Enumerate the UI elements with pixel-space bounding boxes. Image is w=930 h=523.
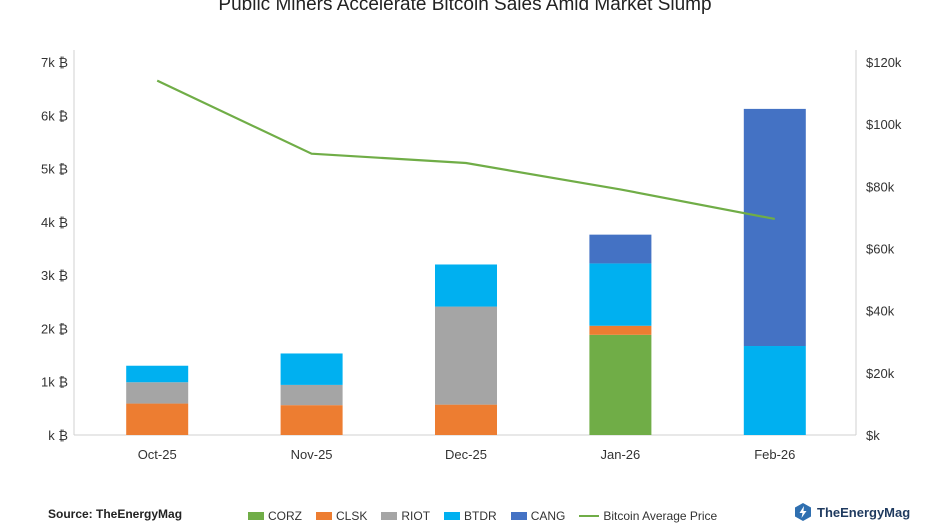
bar-btdr [126, 365, 189, 383]
bar-btdr [589, 263, 652, 326]
x-tick-label: Jan-26 [601, 447, 641, 462]
left-tick-label: k ₿ [48, 428, 68, 443]
legend-item-corz: CORZ [248, 509, 302, 523]
legend-label: BTDR [464, 509, 497, 523]
legend-swatch [444, 512, 461, 520]
x-tick-label: Dec-25 [445, 447, 487, 462]
chart-title: Public Miners Accelerate Bitcoin Sales A… [218, 0, 712, 15]
legend: CORZ CLSK RIOT BTDR CANG Bitcoin Average Pric… [248, 509, 731, 523]
right-tick-label: $80k [866, 179, 895, 194]
legend-swatch [316, 512, 332, 520]
bar-clsk [280, 405, 343, 435]
legend-swatch [510, 512, 527, 520]
legend-item-clsk: CLSK [316, 509, 367, 523]
left-tick-label: 2k ₿ [41, 321, 68, 336]
bar-btdr [743, 346, 806, 435]
legend-label: Bitcoin Average Price [603, 509, 718, 523]
lightning-bolt-icon [795, 503, 811, 521]
legend-swatch [381, 512, 398, 520]
left-tick-label: 3k ₿ [41, 268, 68, 283]
right-tick-label: $20k [866, 366, 895, 381]
legend-item-riot: RIOT [381, 509, 430, 523]
brand-logo: TheEnergyMag [793, 502, 910, 522]
legend-swatch [248, 512, 264, 520]
left-tick-label: 7k ₿ [41, 55, 68, 70]
brand-name: TheEnergyMag [817, 504, 911, 520]
legend-label: RIOT [401, 509, 431, 523]
bar-clsk [126, 403, 189, 435]
right-tick-label: $k [866, 428, 880, 443]
legend-label: CANG [530, 509, 566, 523]
right-tick-label: $120k [866, 55, 902, 70]
bar-riot [280, 384, 343, 406]
bar-riot [126, 382, 189, 404]
left-tick-label: 4k ₿ [41, 215, 68, 230]
left-tick-label: 1k ₿ [41, 375, 68, 390]
legend-label: CORZ [268, 509, 302, 523]
right-tick-label: $40k [866, 304, 895, 319]
legend-item-cang: CANG [510, 509, 566, 523]
x-tick-label: Feb-26 [754, 447, 795, 462]
right-tick-label: $60k [866, 242, 895, 257]
source-note: Source: TheEnergyMag [48, 507, 183, 521]
bar-corz [589, 334, 652, 435]
bitcoin-price-line [156, 79, 776, 221]
right-tick-label: $100k [866, 117, 902, 132]
bar-cang [743, 108, 806, 347]
legend-swatch [579, 515, 600, 517]
bar-btdr [435, 264, 497, 307]
left-tick-label: 6k ₿ [41, 108, 68, 123]
legend-item-btdr: BTDR [444, 509, 497, 523]
left-tick-label: 5k ₿ [41, 162, 68, 177]
bar-riot [435, 306, 497, 405]
bar-btdr [280, 353, 343, 385]
x-tick-label: Nov-25 [291, 447, 333, 462]
legend-item-bitcoin-average-price: Bitcoin Average Price [579, 509, 717, 523]
bar-clsk [435, 404, 497, 435]
legend-label: CLSK [336, 509, 368, 523]
x-tick-label: Oct-25 [138, 447, 177, 462]
bar-clsk [589, 325, 652, 335]
bar-cang [589, 234, 652, 264]
